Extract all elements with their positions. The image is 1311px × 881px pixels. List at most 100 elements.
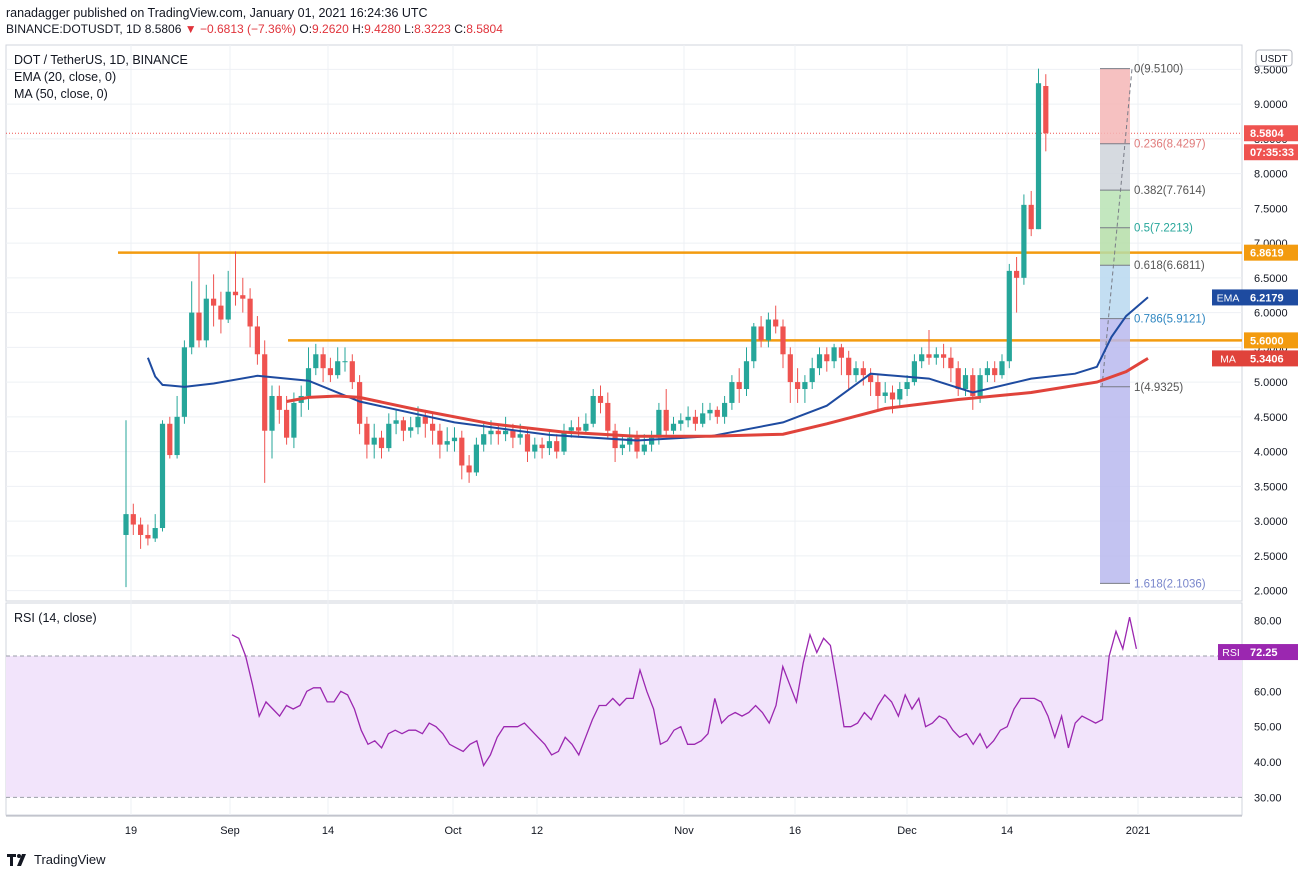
candle-body [159,423,166,529]
candle-body [992,368,998,376]
symbol-label: BINANCE:DOTUSDT, 1D [6,22,142,36]
candle-body [481,434,487,445]
candle-body [868,375,874,383]
open-label: O: [299,22,313,36]
candle-body [970,375,976,396]
candle-body [1043,86,1049,134]
candle-body [400,420,406,431]
main-pane-frame [5,44,1243,602]
rsi-legend: RSI (14, close) [14,611,97,625]
rsi-tick-label: 50.00 [1254,722,1282,734]
candle-body [145,534,151,539]
candle-body [743,361,750,390]
chart-title: DOT / TetherUS, 1D, BINANCE [14,53,188,67]
fib-zone [1100,265,1130,319]
candle-body [678,420,684,424]
candle-body [437,430,443,445]
time-tick-label: 16 [789,825,801,837]
candle-body [627,437,633,445]
candle-body [167,423,173,456]
candle-body [889,392,896,400]
candle-body [473,444,479,473]
open-value: 9.2620 [312,22,349,36]
price-tick-label: 7.5000 [1254,203,1288,215]
candle-body [948,357,954,369]
candle-body [911,361,917,383]
candle-body [225,291,231,320]
price-tick-label: 9.0000 [1254,99,1288,111]
candle-body [459,437,465,466]
ema-legend: EMA (20, close, 0) [14,70,117,84]
candle-body [751,326,757,362]
publish-line: ranadagger published on TradingView.com,… [6,6,428,20]
candle-body [846,357,852,376]
candle-body [853,368,859,376]
candle-body [641,444,647,452]
rsi-tick-label: 80.00 [1254,616,1282,628]
price-badge-label: 8.5804 [1250,128,1285,140]
candle-body [700,413,706,424]
low-label: L: [404,22,415,36]
time-tick-label: Oct [444,825,461,837]
time-tick-label: 2021 [1126,825,1150,837]
tradingview-logo-icon [7,853,26,866]
candle-body [634,437,640,452]
price-tick-label: 3.0000 [1254,516,1288,528]
candle-body [152,528,158,539]
candle-body [656,409,662,438]
fib-level-label: 0.618(6.6811) [1134,260,1205,272]
candle-body [451,437,458,442]
time-tick-label: Sep [220,825,240,837]
candle-body [619,444,625,449]
candle-body [357,382,363,424]
fib-level-label: 1.618(2.1036) [1134,578,1206,590]
price-badge-label: 5.6000 [1250,335,1284,347]
candle-body [488,430,494,435]
price-badge-value: 6.2179 [1250,292,1284,304]
fib-level-label: 0.382(7.7614) [1134,185,1206,197]
candle-body [284,409,290,438]
candle-body [875,382,881,396]
candle-body [138,524,144,535]
price-tick-label: 2.5000 [1254,551,1288,563]
candle-body [211,298,217,306]
candle-body [933,354,939,358]
candle-body [707,409,713,414]
candle-body [722,402,728,417]
price-badge [1244,125,1298,142]
rsi-line [231,616,1138,768]
candle-body [714,409,720,417]
price-tick-label: 8.0000 [1254,169,1288,181]
rsi-tick-label: 60.00 [1254,686,1282,698]
candle-body [729,382,735,403]
price-badge [1244,332,1298,349]
candle-body [955,368,961,390]
candle-body [816,354,823,369]
tradingview-footer[interactable]: TradingView [6,852,106,867]
candle-body [342,361,348,363]
fib-zone [1100,68,1130,144]
high-label: H: [352,22,365,36]
candle-body [685,416,691,421]
candle-body [422,416,428,424]
candle-body [780,326,786,355]
price-badge [1244,289,1298,306]
candle-body [860,368,866,376]
candle-body [984,368,990,376]
time-tick-label: 14 [322,825,334,837]
candle-body [692,416,698,424]
candle-body [758,326,764,341]
candle-body [364,423,370,445]
candle-body [904,382,910,390]
candle-body [510,430,516,438]
fib-level-label: 0.786(5.9121) [1134,314,1206,326]
candle-body [517,434,523,438]
rsi-name-label: RSI [1222,647,1240,659]
candle-body [313,354,319,369]
candle-body [408,427,414,431]
fib-level-label: 0.236(8.4297) [1134,139,1206,151]
price-badge-value: 5.3406 [1250,353,1284,365]
time-tick-label: 14 [1001,825,1013,837]
rsi-tick-label: 40.00 [1254,757,1282,769]
